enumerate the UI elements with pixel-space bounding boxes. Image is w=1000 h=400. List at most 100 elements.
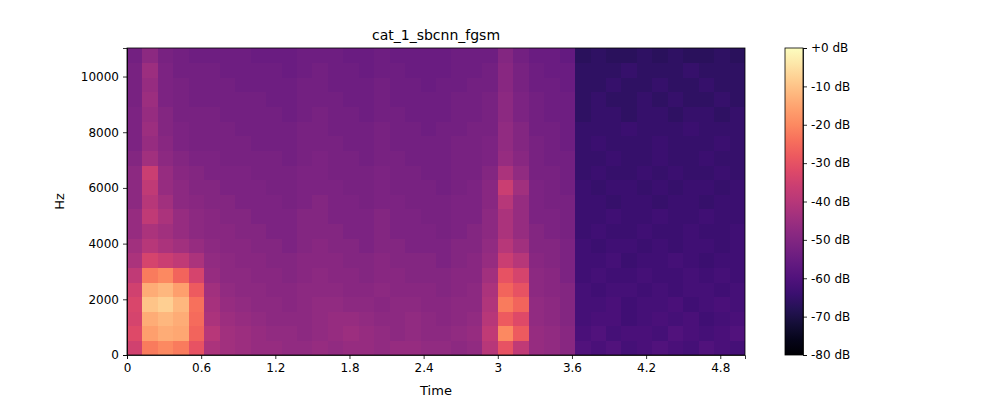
tick-mark xyxy=(803,48,807,49)
heatmap-cell xyxy=(421,106,437,121)
heatmap-cell xyxy=(529,165,545,180)
heatmap-cell xyxy=(606,136,622,151)
heatmap-cell xyxy=(312,253,328,268)
heatmap-cell xyxy=(158,340,174,355)
heatmap-cell xyxy=(730,165,745,180)
heatmap-cell xyxy=(482,238,498,253)
heatmap-cell xyxy=(529,223,545,238)
heatmap-cell xyxy=(621,340,637,355)
heatmap-cell xyxy=(482,267,498,282)
heatmap-cell xyxy=(637,340,653,355)
heatmap-cell xyxy=(482,165,498,180)
heatmap-cell xyxy=(235,180,251,195)
heatmap-cell xyxy=(328,136,344,151)
heatmap-cell xyxy=(142,238,158,253)
heatmap-cell xyxy=(235,194,251,209)
heatmap-cell xyxy=(158,297,174,312)
heatmap-cell xyxy=(266,92,282,107)
heatmap-cell xyxy=(220,150,236,165)
heatmap-cell xyxy=(730,63,745,78)
heatmap-cell xyxy=(312,92,328,107)
heatmap-cell xyxy=(668,209,684,224)
heatmap-cell xyxy=(173,223,189,238)
heatmap-cell xyxy=(173,136,189,151)
x-axis-title: Time xyxy=(419,383,452,398)
heatmap-cell xyxy=(699,209,715,224)
tick-mark xyxy=(349,355,350,359)
heatmap-cell xyxy=(421,77,437,92)
heatmap-cell xyxy=(621,194,637,209)
heatmap-cell xyxy=(328,267,344,282)
heatmap-cell xyxy=(560,92,576,107)
axis-line xyxy=(128,356,746,360)
heatmap-cell xyxy=(560,180,576,195)
heatmap-cell xyxy=(606,267,622,282)
heatmap-cell xyxy=(343,106,359,121)
heatmap-cell xyxy=(467,267,483,282)
heatmap-cell xyxy=(621,282,637,297)
heatmap-cell xyxy=(529,282,545,297)
heatmap-cell xyxy=(127,326,143,341)
heatmap-cell xyxy=(544,209,560,224)
heatmap-cell xyxy=(297,282,313,297)
heatmap-cell xyxy=(421,194,437,209)
heatmap-cell xyxy=(436,92,452,107)
tick-mark xyxy=(803,125,807,126)
heatmap-cell xyxy=(359,194,375,209)
heatmap-cell xyxy=(374,48,390,63)
heatmap-cell xyxy=(173,77,189,92)
heatmap-cell xyxy=(173,267,189,282)
heatmap-cell xyxy=(173,326,189,341)
tick: 8000 xyxy=(88,126,127,140)
heatmap-cell xyxy=(421,121,437,136)
tick-label: 2.4 xyxy=(415,361,434,375)
heatmap-cell xyxy=(127,282,143,297)
heatmap-cell xyxy=(390,282,406,297)
heatmap-cell xyxy=(591,92,607,107)
heatmap-cell xyxy=(189,326,205,341)
heatmap-cell xyxy=(513,92,529,107)
heatmap-cell xyxy=(482,311,498,326)
heatmap-cell xyxy=(513,223,529,238)
heatmap-cell xyxy=(220,92,236,107)
heatmap-cell xyxy=(251,194,267,209)
heatmap-cell xyxy=(467,180,483,195)
heatmap-cell xyxy=(714,311,730,326)
tick-mark xyxy=(123,355,127,356)
heatmap-cell xyxy=(683,223,699,238)
heatmap-cell xyxy=(189,282,205,297)
heatmap-cell xyxy=(529,194,545,209)
heatmap-cell xyxy=(575,77,591,92)
heatmap-cell xyxy=(498,223,514,238)
tick: -20 dB xyxy=(803,118,850,132)
heatmap-cell xyxy=(328,238,344,253)
plot-frame xyxy=(127,48,745,355)
heatmap-cell xyxy=(189,340,205,355)
heatmap-cell xyxy=(560,106,576,121)
heatmap-cell xyxy=(204,340,220,355)
heatmap-cell xyxy=(405,194,421,209)
heatmap-cell xyxy=(652,267,668,282)
heatmap-cell xyxy=(575,340,591,355)
heatmap-cell xyxy=(606,165,622,180)
heatmap-cell xyxy=(189,267,205,282)
heatmap-cell xyxy=(282,136,298,151)
heatmap-cell xyxy=(189,223,205,238)
heatmap-cell xyxy=(621,48,637,63)
heatmap-cell xyxy=(189,106,205,121)
heatmap-cell xyxy=(467,165,483,180)
heatmap-cell xyxy=(606,311,622,326)
heatmap-cell xyxy=(251,253,267,268)
heatmap-cell xyxy=(235,150,251,165)
heatmap-cell xyxy=(652,165,668,180)
heatmap-cell xyxy=(266,48,282,63)
heatmap-cell xyxy=(714,297,730,312)
heatmap-cell xyxy=(467,311,483,326)
heatmap-cell xyxy=(498,340,514,355)
heatmap-cell xyxy=(204,194,220,209)
heatmap-cell xyxy=(328,194,344,209)
heatmap-cell xyxy=(683,180,699,195)
heatmap-cell xyxy=(297,92,313,107)
heatmap-cell xyxy=(606,150,622,165)
heatmap-cell xyxy=(436,194,452,209)
